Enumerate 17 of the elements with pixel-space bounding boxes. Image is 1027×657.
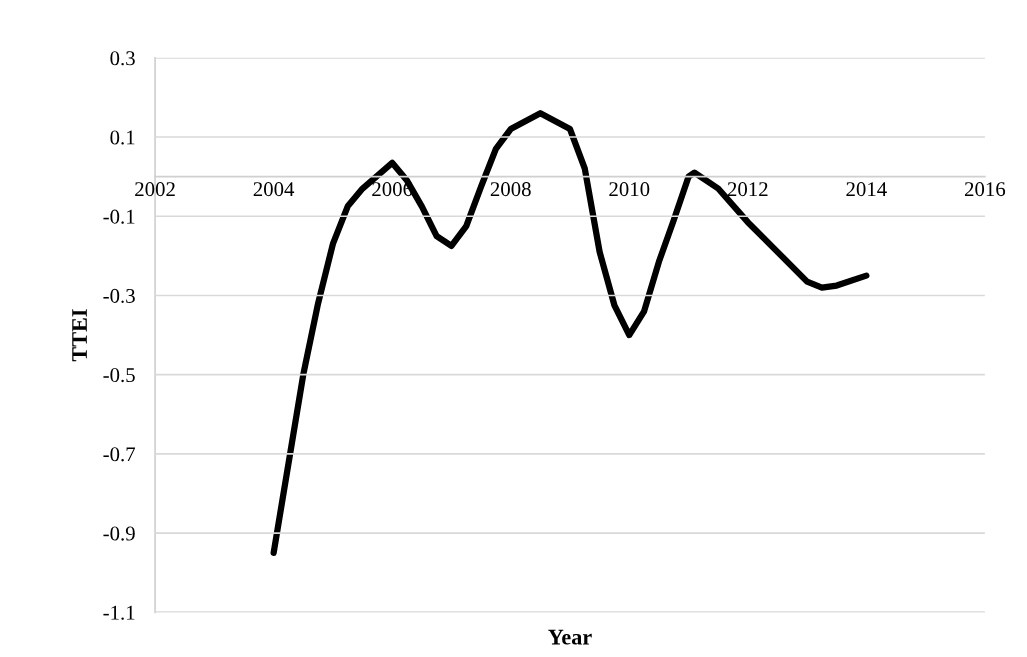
y-tick-label: -0.9 [103,526,135,541]
x-tick-label: 2004 [253,182,295,197]
y-tick-label: -1.1 [103,605,135,620]
y-axis-title: TTEI [72,309,87,362]
x-tick-label: 2002 [135,182,175,197]
x-tick-label: 2010 [609,182,650,197]
x-axis-title: Year [548,629,592,645]
y-tick-label: -0.5 [103,368,135,383]
x-tick-label: 2014 [846,182,887,197]
x-tick-label: 2016 [964,182,1006,197]
y-tick-label: -0.1 [103,209,135,224]
x-tick-label: 2008 [490,182,531,197]
y-tick-label: -0.3 [103,288,135,303]
x-tick-label: 2012 [727,182,768,197]
y-tick-label: 0.1 [110,130,135,145]
y-tick-label: 0.3 [110,51,135,66]
y-tick-label: -0.7 [103,447,136,462]
